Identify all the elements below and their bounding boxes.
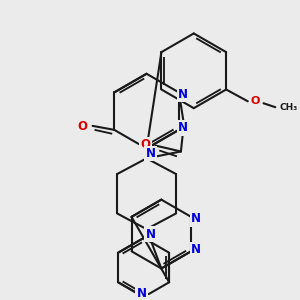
Text: N: N [178,122,188,134]
Text: CH₃: CH₃ [280,103,298,112]
Text: N: N [146,147,155,160]
Text: N: N [191,243,201,256]
Text: O: O [78,120,88,134]
Text: O: O [140,138,151,151]
Text: O: O [251,96,260,106]
Text: N: N [137,286,147,300]
Text: N: N [191,212,201,225]
Text: N: N [146,228,155,241]
Text: N: N [178,88,188,101]
